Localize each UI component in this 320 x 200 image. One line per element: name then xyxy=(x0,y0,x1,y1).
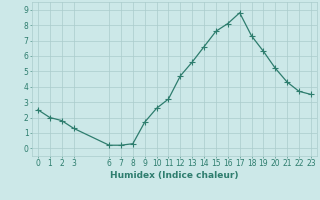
X-axis label: Humidex (Indice chaleur): Humidex (Indice chaleur) xyxy=(110,171,239,180)
